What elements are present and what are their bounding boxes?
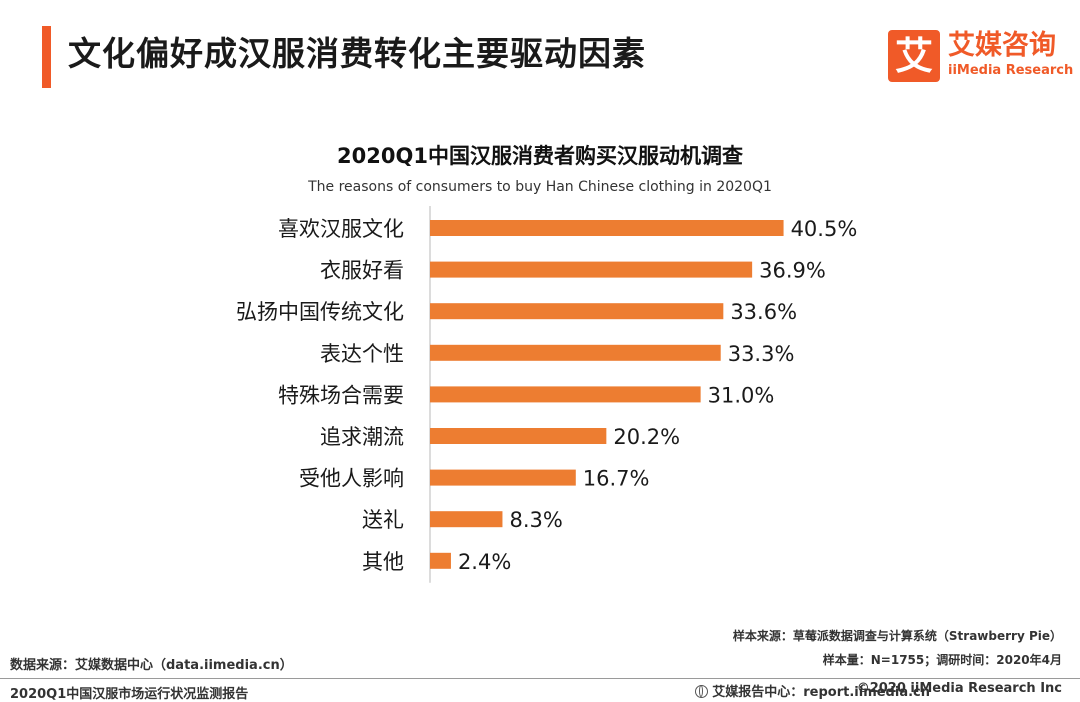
globe-icon	[695, 685, 709, 698]
chart-title: 2020Q1中国汉服消费者购买汉服动机调查	[337, 144, 743, 168]
logo-english-name: iiMedia Research	[948, 63, 1074, 78]
copyright-note: ©2020 iiMedia Research Inc	[856, 681, 1062, 696]
data-source-note: 数据来源：艾媒数据中心（data.iimedia.cn）	[10, 658, 293, 673]
bar	[430, 220, 784, 236]
category-label: 喜欢汉服文化	[278, 217, 404, 241]
value-label: 36.9%	[759, 259, 826, 283]
category-label: 弘扬中国传统文化	[236, 300, 404, 324]
bar	[430, 261, 753, 278]
chart-subtitle: The reasons of consumers to buy Han Chin…	[308, 179, 772, 195]
bar-chart: 喜欢汉服文化 40.5% 衣服好看 36.9% 弘扬中国传统文化 33.6% 表达个性 33.…	[236, 206, 858, 583]
category-label: 送礼	[362, 508, 404, 532]
category-label: 衣服好看	[320, 259, 404, 283]
bar	[430, 552, 451, 569]
category-label: 其他	[362, 550, 404, 574]
report-name: 2020Q1中国汉服市场运行状况监测报告	[10, 687, 249, 702]
bar	[430, 303, 724, 320]
iimedia-logo: 艾 艾媒咨询 iiMedia Research	[888, 30, 1073, 84]
footer-divider	[0, 678, 1080, 679]
category-label: 追求潮流	[320, 425, 404, 449]
value-label: 16.7%	[583, 467, 650, 491]
sample-size-note: 样本量：N=1755；调研时间：2020年4月	[822, 653, 1062, 667]
category-label: 特殊场合需要	[278, 383, 404, 407]
logo-mark: 艾	[888, 30, 940, 82]
title-accent-bar	[42, 26, 51, 88]
page-title: 文化偏好成汉服消费转化主要驱动因素	[68, 34, 646, 73]
report-center-text: 艾媒报告中心：report.iimedia.cn	[712, 685, 930, 700]
value-label: 40.5%	[791, 217, 858, 241]
category-label: 表达个性	[320, 342, 404, 366]
report-center-link[interactable]: 艾媒报告中心：report.iimedia.cn	[695, 681, 930, 700]
value-label: 8.3%	[509, 508, 562, 532]
value-label: 31.0%	[708, 383, 775, 407]
value-label: 33.6%	[730, 300, 797, 324]
value-label: 20.2%	[613, 425, 680, 449]
category-label: 受他人影响	[299, 467, 404, 491]
bar	[430, 344, 721, 361]
bar	[430, 511, 503, 528]
value-label: 2.4%	[458, 550, 511, 574]
sample-source-note: 样本来源：草莓派数据调查与计算系统（Strawberry Pie）	[732, 629, 1062, 643]
logo-chinese-name: 艾媒咨询	[948, 30, 1056, 61]
value-label: 33.3%	[728, 342, 795, 366]
bar	[430, 386, 701, 403]
bar	[430, 428, 607, 444]
bar	[430, 469, 576, 486]
